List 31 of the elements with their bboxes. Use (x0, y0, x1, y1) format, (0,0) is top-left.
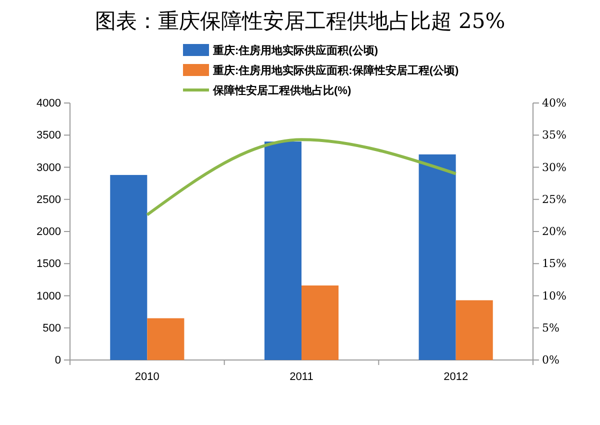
y2-tick-label: 0% (542, 354, 560, 367)
y-tick-label: 3000 (36, 162, 61, 174)
y-tick-label: 2500 (36, 194, 61, 206)
x-tick-label: 2012 (444, 370, 468, 383)
y-tick-label: 1000 (36, 290, 61, 302)
bar (264, 142, 302, 360)
y2-tick-label: 25% (542, 192, 566, 206)
y2-tick-label: 20% (542, 225, 566, 238)
bar (110, 174, 148, 360)
y2-tick-label: 35% (542, 128, 566, 142)
y2-tick-label: 15% (542, 257, 566, 270)
y-tick-label: 4000 (36, 98, 61, 110)
legend-label: 保障性安居工程供地占比(%) (212, 84, 352, 97)
y-tick-label: 500 (42, 322, 61, 334)
y2-tick-label: 30% (542, 160, 566, 174)
y-tick-label: 3500 (36, 130, 61, 142)
x-tick-label: 2010 (134, 370, 160, 383)
bar (302, 285, 339, 360)
y2-tick-label: 40% (542, 96, 566, 110)
y-tick-label: 0 (54, 354, 61, 367)
y-tick-label: 1500 (36, 258, 61, 270)
x-tick-label: 2011 (290, 370, 314, 383)
legend-label: 重庆:住房用地实际供应面积(公顷) (212, 44, 378, 57)
bar (456, 300, 493, 360)
bar (418, 154, 456, 360)
chart-title: 图表：重庆保障性安居工程供地占比超 25% (94, 9, 506, 33)
y2-tick-label: 5% (542, 321, 560, 334)
legend-label: 重庆:住房用地实际供应面积:保障性安居工程(公顷) (212, 64, 459, 77)
y-tick-label: 2000 (36, 226, 61, 238)
y2-tick-label: 10% (542, 289, 566, 302)
bar (147, 318, 184, 360)
